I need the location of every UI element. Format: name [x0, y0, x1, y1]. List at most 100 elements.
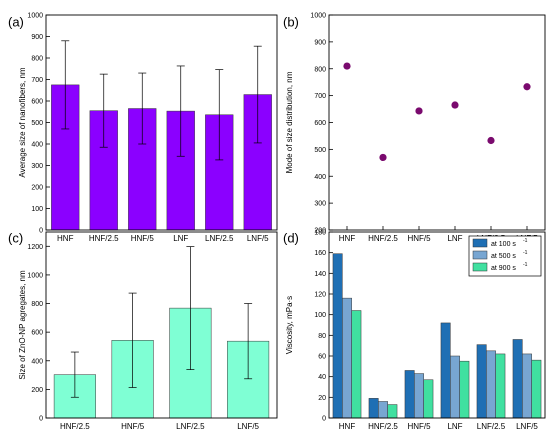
y-tick-label: 1200 [27, 244, 43, 251]
bar [368, 398, 379, 419]
legend-label-superscript: -1 [523, 250, 528, 256]
plot-frame [45, 14, 278, 231]
panel-1: (a) 0 100 200 300 400 500 600 700 800 900 1000 Avera… [8, 13, 278, 243]
bar [476, 344, 487, 419]
y-tick-label: 800 [31, 56, 43, 63]
y-tick-label: 160 [314, 250, 326, 257]
x-tick-label: HNF/5 [121, 422, 145, 431]
legend-swatch [472, 262, 488, 272]
bar [387, 404, 398, 419]
data-point [379, 153, 387, 162]
bar [531, 359, 542, 419]
data-point [523, 83, 531, 91]
x-tick-label: LNF [173, 234, 188, 243]
legend-swatch [472, 238, 488, 248]
y-tick-label: 80 [318, 333, 326, 340]
y-tick-label: 400 [31, 142, 43, 149]
x-tick-label: LNF/2.5 [477, 422, 506, 431]
x-tick-label: HNF [339, 422, 356, 431]
x-tick-label: LNF/5 [237, 422, 259, 431]
y-tick-label: 400 [314, 174, 326, 181]
x-tick-label: HNF [339, 234, 356, 243]
y-tick-label: 120 [314, 292, 326, 299]
panel-3: (c) 0 200 400 600 800 1000 1200 Size of ZnO-NP a… [8, 231, 278, 431]
bar [332, 253, 343, 419]
y-tick-label: 1000 [27, 13, 43, 20]
panel-label: (c) [8, 231, 23, 246]
data-point [487, 136, 495, 145]
panel-2: (b) 200 300 400 500 600 700 800 900 1000 Mode of s… [283, 13, 546, 243]
legend-label: at 900 s [491, 265, 516, 272]
y-axis-label: Size of ZnO-NP agregates, nm [18, 270, 27, 380]
bar [512, 339, 523, 419]
y-tick-label: 0 [39, 228, 43, 235]
x-tick-label: LNF/2.5 [205, 234, 234, 243]
panel-label: (a) [8, 15, 24, 30]
y-tick-label: 700 [314, 93, 326, 100]
x-tick-label: LNF [447, 234, 462, 243]
bar [378, 401, 388, 419]
y-tick-label: 800 [314, 66, 326, 73]
y-tick-label: 200 [31, 387, 43, 394]
x-tick-label: LNF/5 [247, 234, 269, 243]
y-tick-label: 1000 [27, 272, 43, 279]
legend-label: at 500 s [491, 253, 516, 260]
y-tick-label: 400 [31, 358, 43, 365]
x-tick-label: HNF/5 [407, 234, 431, 243]
panel-label: (b) [283, 15, 299, 30]
x-tick-label: HNF/2.5 [368, 422, 398, 431]
bar [459, 360, 470, 419]
x-tick-label: HNF/2.5 [89, 234, 119, 243]
bar [450, 355, 460, 419]
plot-frame [328, 231, 546, 419]
y-tick-label: 180 [314, 230, 326, 237]
y-tick-label: 700 [31, 77, 43, 84]
x-tick-label: LNF/5 [516, 422, 538, 431]
bar [522, 353, 532, 419]
y-tick-label: 900 [31, 34, 43, 41]
x-tick-label: HNF [57, 234, 74, 243]
y-axis-label: Average size of nanofibers, nm [18, 67, 27, 177]
y-tick-label: 300 [31, 163, 43, 170]
x-tick-label: HNF/5 [131, 234, 155, 243]
y-tick-label: 200 [314, 228, 326, 235]
bar [404, 370, 415, 419]
x-tick-label: LNF/2.5 [176, 422, 205, 431]
y-tick-label: 900 [314, 39, 326, 46]
legend-label-superscript: -1 [523, 238, 528, 244]
y-tick-label: 200 [31, 185, 43, 192]
bar [486, 350, 496, 419]
y-tick-label: 600 [314, 120, 326, 127]
legend-swatch [472, 250, 488, 260]
y-tick-label: 60 [318, 354, 326, 361]
y-axis-label: Mode of size distribution, nm [285, 71, 294, 173]
legend-label: at 100 s [491, 241, 516, 248]
plot-frame [328, 14, 546, 231]
plot-frame [45, 231, 278, 419]
y-tick-label: 600 [31, 330, 43, 337]
y-tick-label: 600 [31, 99, 43, 106]
y-tick-label: 1000 [310, 13, 326, 20]
bar [495, 353, 506, 419]
y-tick-label: 300 [314, 201, 326, 208]
y-tick-label: 100 [314, 312, 326, 319]
legend: at 100 s -1 at 500 s -1 at 900 s -1 [468, 235, 542, 277]
bar [342, 297, 352, 419]
y-tick-label: 0 [322, 416, 326, 423]
y-tick-label: 140 [314, 271, 326, 278]
x-tick-label: HNF/5 [407, 422, 431, 431]
legend-label-superscript: -1 [523, 262, 528, 268]
bar [440, 322, 451, 419]
y-tick-label: 20 [318, 395, 326, 402]
data-point [451, 101, 459, 109]
x-tick-label: HNF/2.5 [60, 422, 90, 431]
y-tick-label: 800 [31, 301, 43, 308]
data-point [343, 62, 351, 70]
y-tick-label: 100 [31, 206, 43, 213]
bar [351, 310, 362, 419]
bar [414, 373, 424, 419]
x-tick-label: HNF/2.5 [368, 234, 398, 243]
y-axis-label: Viscosity, mPa·s [285, 296, 294, 354]
y-tick-label: 40 [318, 374, 326, 381]
